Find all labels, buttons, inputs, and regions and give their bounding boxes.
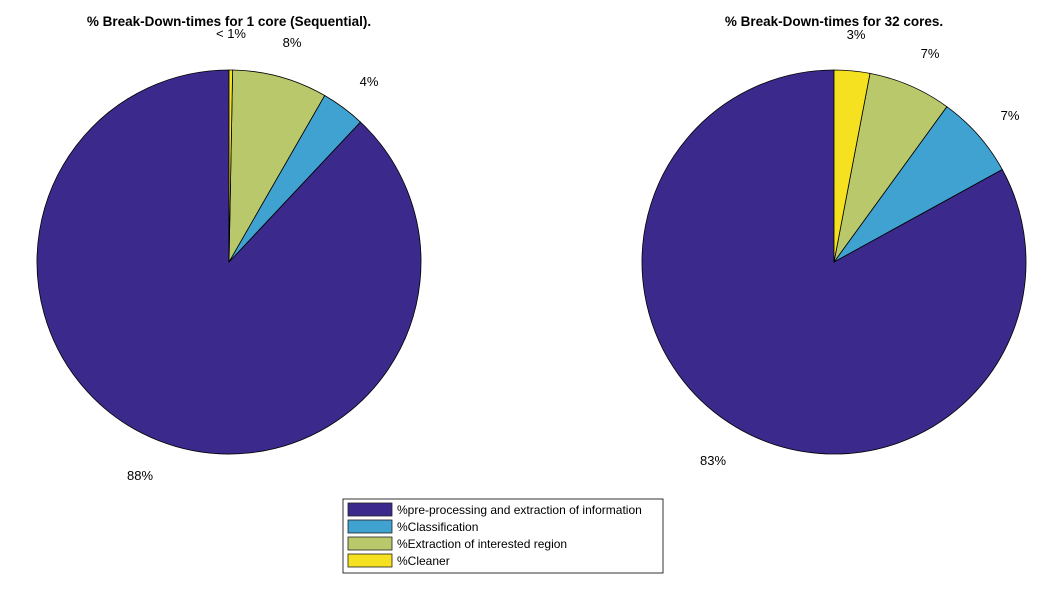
slice-label-cleaner: 3% <box>847 27 866 42</box>
legend-box <box>342 498 664 574</box>
legend-label-classification: %Classification <box>397 520 478 534</box>
legend-swatch-classification <box>347 519 393 534</box>
slice-label-preprocessing: 83% <box>700 453 726 468</box>
pie-slice-cleaner <box>228 69 234 263</box>
slice-label-classification: 7% <box>1001 108 1020 123</box>
legend-label-preprocessing: %pre-processing and extraction of inform… <box>397 503 642 517</box>
pie-slices-1-core <box>36 69 422 455</box>
slice-label-classification: 4% <box>360 74 379 89</box>
slice-label-preprocessing: 88% <box>127 468 153 483</box>
legend-item-extraction: %Extraction of interested region <box>347 536 567 551</box>
chart-title-32-cores: % Break-Down-times for 32 cores. <box>725 14 943 29</box>
slice-label-extraction: 8% <box>283 35 302 50</box>
legend-label-extraction: %Extraction of interested region <box>397 537 567 551</box>
legend-swatch-extraction <box>347 536 393 551</box>
pie-slice-extraction <box>228 69 326 263</box>
legend-item-preprocessing: %pre-processing and extraction of inform… <box>347 502 642 517</box>
slice-label-cleaner: < 1% <box>216 26 246 41</box>
pie-chart-32-cores: % Break-Down-times for 32 cores. 83% 7% … <box>641 14 1027 468</box>
legend: %pre-processing and extraction of inform… <box>342 498 664 574</box>
pie-slice-cleaner <box>833 69 871 263</box>
legend-swatch-preprocessing <box>347 502 393 517</box>
pie-slices-32-cores <box>641 69 1027 455</box>
pie-labels-32-cores: 83% 7% 7% 3% <box>700 27 1020 468</box>
pie-labels-1-core: 88% 4% 8% < 1% <box>127 26 379 483</box>
slice-label-extraction: 7% <box>921 46 940 61</box>
chart-title-1-core: % Break-Down-times for 1 core (Sequentia… <box>87 14 371 29</box>
legend-swatch-cleaner <box>347 553 393 568</box>
pie-chart-1-core: % Break-Down-times for 1 core (Sequentia… <box>36 14 422 483</box>
legend-item-cleaner: %Cleaner <box>347 553 450 568</box>
legend-item-classification: %Classification <box>347 519 478 534</box>
legend-label-cleaner: %Cleaner <box>397 554 450 568</box>
